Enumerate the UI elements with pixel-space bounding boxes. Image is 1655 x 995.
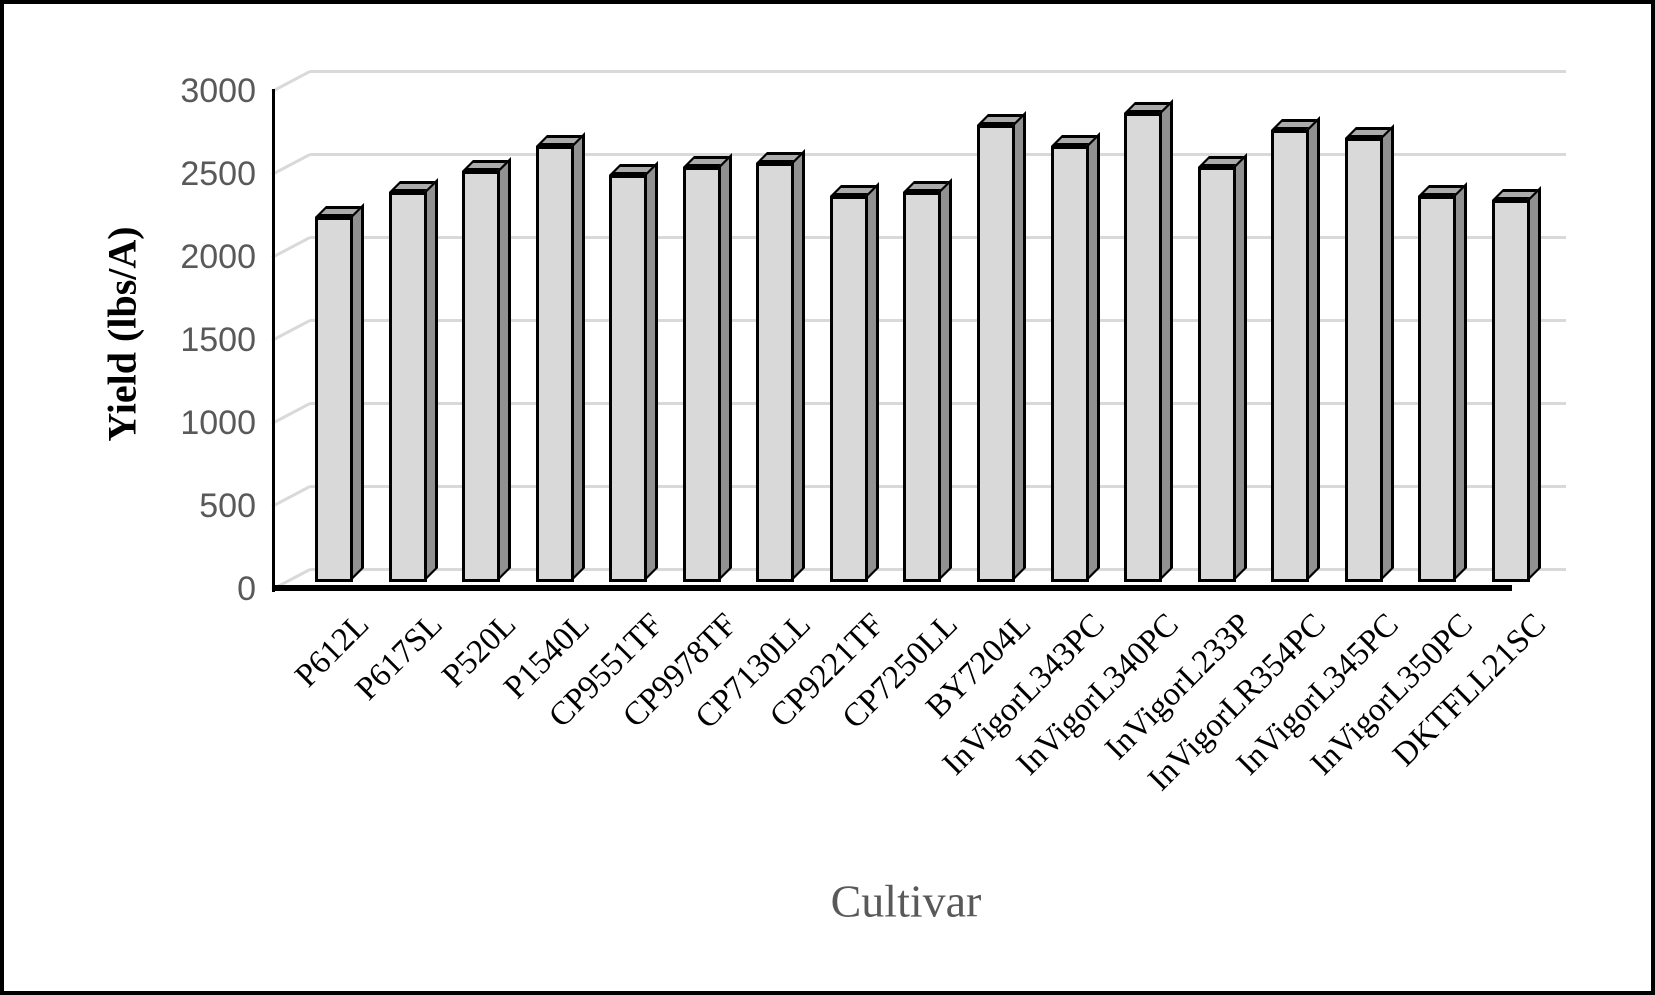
y-axis-line	[272, 89, 275, 592]
bar	[1197, 167, 1236, 582]
bar	[1271, 130, 1310, 582]
bar	[1344, 138, 1383, 582]
x-axis-title: Cultivar	[830, 875, 982, 927]
bar	[976, 125, 1015, 582]
bar	[756, 163, 795, 582]
y-tick-label: 3000	[180, 72, 256, 110]
x-axis-baseline	[272, 585, 1512, 591]
bar	[315, 217, 353, 582]
bar	[682, 167, 721, 582]
bar	[388, 192, 427, 582]
y-tick-label: 2500	[180, 155, 256, 193]
bar	[1491, 200, 1530, 582]
gridline	[310, 70, 1566, 73]
gridline-connector	[271, 236, 311, 259]
bar	[535, 146, 574, 582]
y-tick-label: 1500	[180, 321, 256, 359]
bar	[1418, 196, 1457, 582]
bar	[609, 175, 648, 582]
gridline	[310, 153, 1566, 156]
y-tick-label: 0	[237, 570, 256, 608]
bar	[1050, 146, 1089, 582]
bar	[829, 196, 868, 582]
gridline-connector	[271, 485, 311, 508]
gridline-connector	[271, 319, 311, 342]
bar	[1124, 113, 1163, 582]
y-tick-label: 2000	[180, 238, 256, 276]
bar	[903, 192, 942, 582]
y-tick-label: 1000	[180, 404, 256, 442]
bar	[462, 171, 501, 582]
gridline-connector	[271, 153, 311, 176]
gridline-connector	[271, 70, 311, 93]
y-tick-label: 500	[199, 487, 256, 525]
gridline-connector	[271, 402, 311, 425]
